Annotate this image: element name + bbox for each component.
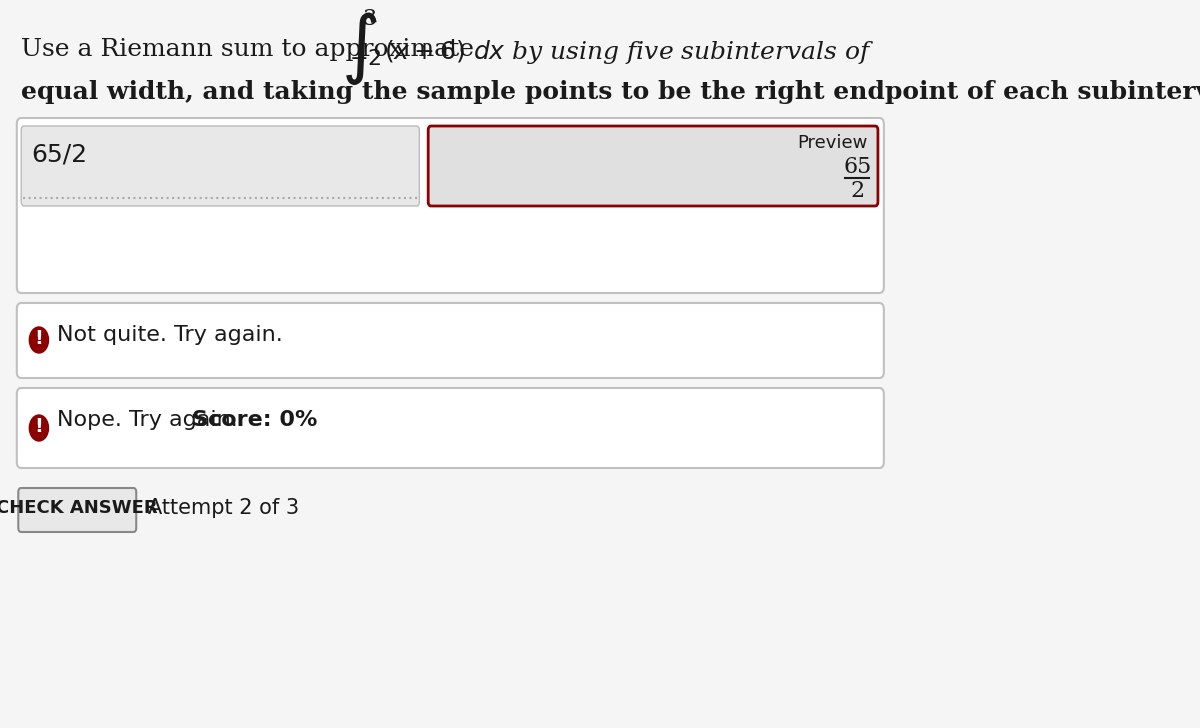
Text: CHECK ANSWER: CHECK ANSWER (0, 499, 158, 517)
FancyBboxPatch shape (22, 126, 419, 206)
FancyBboxPatch shape (428, 126, 878, 206)
Text: Not quite. Try again.: Not quite. Try again. (56, 325, 282, 345)
Text: Attempt 2 of 3: Attempt 2 of 3 (148, 498, 299, 518)
Text: Preview: Preview (797, 134, 868, 152)
Text: Use a Riemann sum to approximate: Use a Riemann sum to approximate (22, 38, 474, 61)
Text: $\int$: $\int$ (341, 10, 378, 87)
Text: Score: 0%: Score: 0% (192, 410, 318, 430)
Text: !: ! (35, 330, 43, 349)
Text: Nope. Try again.: Nope. Try again. (56, 410, 238, 430)
Text: 65: 65 (844, 156, 871, 178)
FancyBboxPatch shape (17, 118, 884, 293)
Circle shape (29, 327, 48, 353)
Text: 65/2: 65/2 (31, 142, 88, 166)
FancyBboxPatch shape (18, 488, 137, 532)
Text: $-2$: $-2$ (348, 48, 382, 70)
FancyBboxPatch shape (17, 303, 884, 378)
FancyBboxPatch shape (17, 388, 884, 468)
Text: $(x + 6)\ dx$ by using five subintervals of: $(x + 6)\ dx$ by using five subintervals… (384, 38, 875, 66)
Text: 3: 3 (362, 8, 376, 30)
Text: equal width, and taking the sample points to be the right endpoint of each subin: equal width, and taking the sample point… (22, 80, 1200, 104)
Text: 2: 2 (851, 180, 864, 202)
Text: !: ! (35, 417, 43, 437)
Circle shape (29, 415, 48, 441)
